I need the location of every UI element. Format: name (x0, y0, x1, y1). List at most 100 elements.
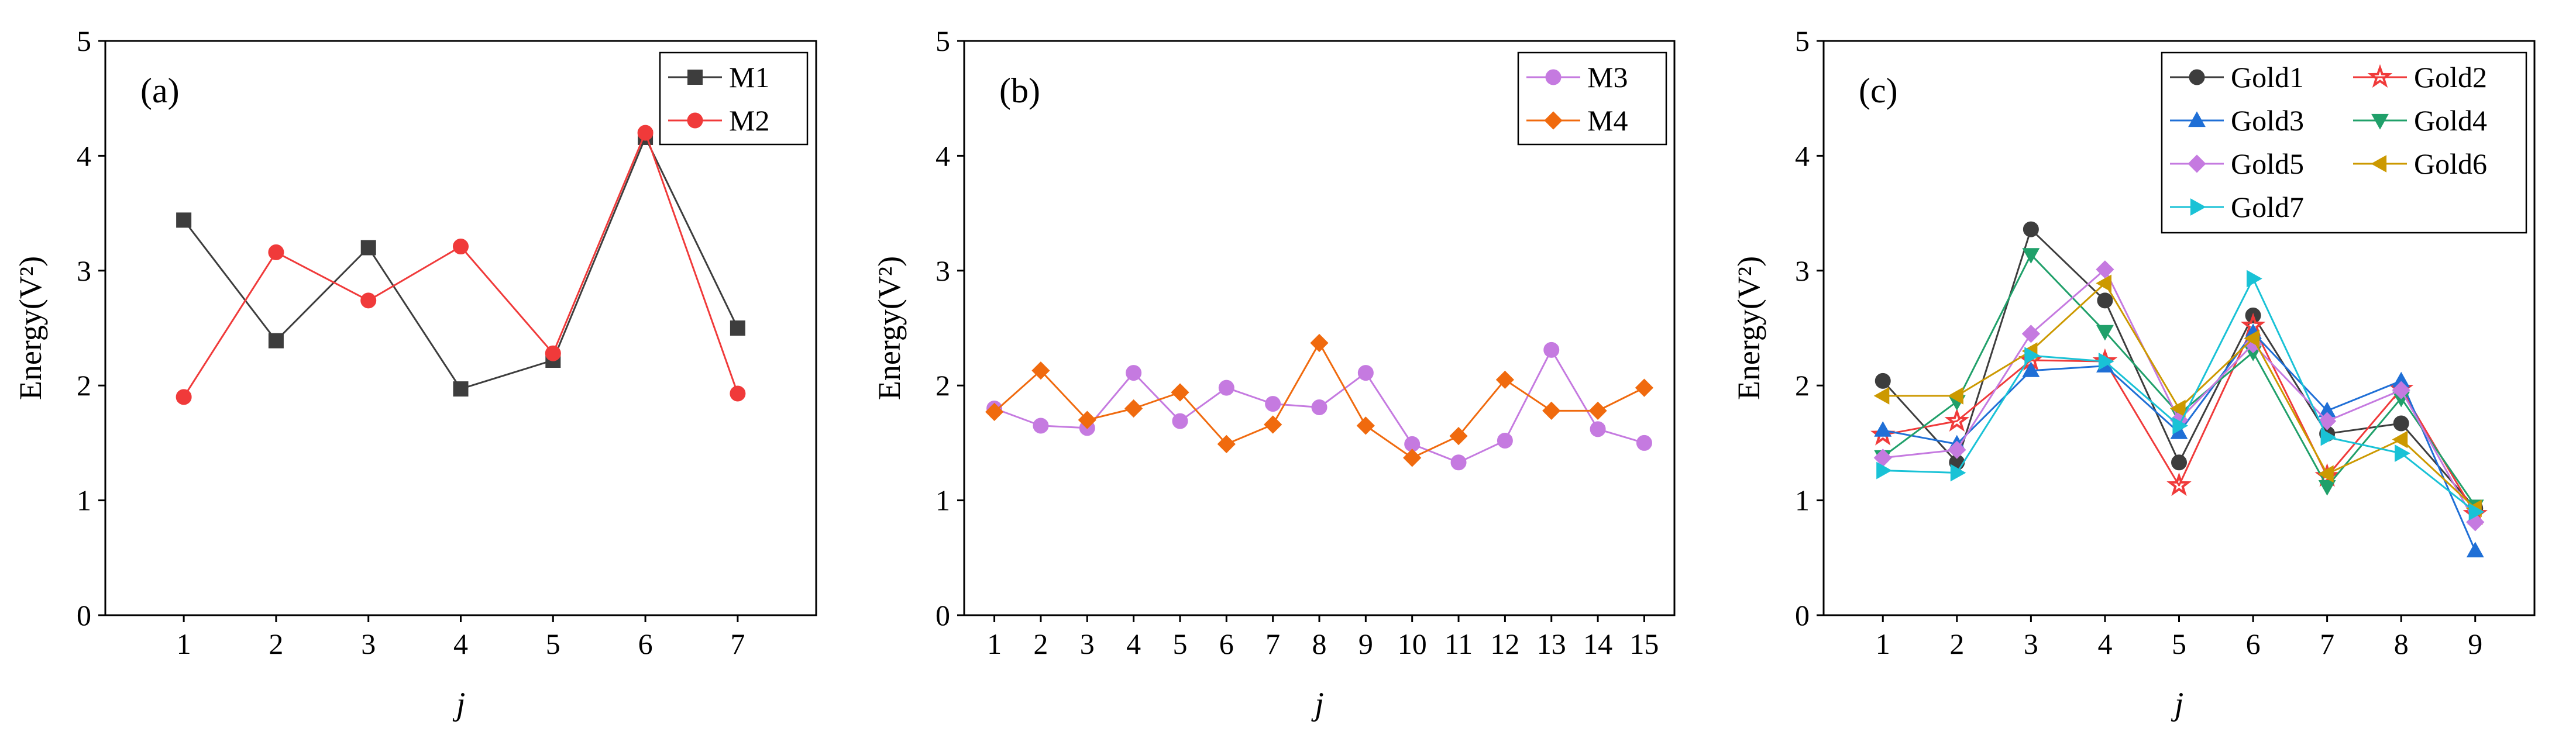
legend-label: Gold3 (2231, 104, 2304, 137)
data-point (1218, 380, 1234, 396)
y-tick-label: 5 (1795, 25, 1810, 57)
y-tick-label: 1 (936, 484, 950, 517)
data-point (1948, 440, 1966, 459)
legend-marker (2371, 113, 2389, 130)
legend-marker (2188, 111, 2206, 127)
data-point (2320, 428, 2337, 446)
data-point (1874, 421, 1892, 437)
data-point (1033, 418, 1049, 434)
data-point (453, 381, 469, 397)
data-point (453, 239, 469, 255)
x-axis-title: j (453, 686, 466, 722)
data-point (1172, 413, 1188, 429)
series-m3 (986, 342, 1652, 471)
legend-label: Gold5 (2231, 147, 2304, 180)
legend-marker (2190, 198, 2206, 216)
legend-marker (2371, 155, 2387, 173)
legend-label: Gold6 (2414, 147, 2487, 180)
data-point (2392, 391, 2410, 408)
x-tick-label: 6 (1219, 627, 1234, 660)
x-tick-label: 7 (730, 627, 745, 660)
data-point (268, 333, 284, 349)
series-m2 (176, 125, 746, 405)
legend-label: Gold4 (2414, 104, 2487, 137)
data-point (1948, 387, 1963, 405)
data-point (1356, 416, 1375, 435)
data-point (360, 240, 376, 256)
data-point (1126, 365, 1142, 381)
y-tick-label: 5 (77, 25, 91, 57)
panel-label: (b) (999, 71, 1040, 110)
x-tick-label: 11 (1445, 627, 1473, 660)
y-tick-label: 1 (77, 484, 91, 517)
x-tick-label: 9 (1358, 627, 1373, 660)
data-point (2392, 381, 2410, 399)
legend-marker (687, 70, 703, 85)
data-point (2318, 480, 2336, 496)
data-point (1264, 415, 1282, 434)
x-tick-label: 5 (546, 627, 560, 660)
legend-box (1517, 51, 1667, 146)
x-tick-label: 2 (1949, 627, 1964, 660)
y-tick-label: 2 (936, 369, 950, 402)
legend-marker (2188, 154, 2206, 173)
legend-label: M3 (1587, 61, 1628, 94)
data-point (1078, 411, 1096, 429)
series-line (183, 136, 739, 390)
data-point (2022, 248, 2040, 264)
data-point (2392, 430, 2408, 449)
data-point (2024, 347, 2040, 365)
data-point (2466, 542, 2484, 558)
data-point (2171, 454, 2187, 471)
series-m4 (985, 333, 1653, 467)
data-point (1217, 434, 1236, 453)
data-point (2096, 260, 2114, 279)
data-point (2170, 423, 2188, 439)
legend: Gold1 Gold2 Gold3 Gold4 Gold5 Gold6 Gold7 (2161, 51, 2527, 234)
x-tick-label: 13 (1537, 627, 1566, 660)
panel-label: (c) (1859, 71, 1898, 110)
data-point (2466, 513, 2485, 532)
y-tick-label: 2 (77, 369, 91, 402)
data-point (2023, 221, 2039, 237)
x-tick-label: 4 (1126, 627, 1141, 660)
data-point (2096, 274, 2111, 292)
legend-label: Gold7 (2231, 191, 2304, 223)
data-point (1875, 373, 1891, 389)
data-point (1543, 342, 1560, 358)
x-tick-label: 8 (2394, 627, 2409, 660)
legend-box (2161, 51, 2527, 234)
x-tick-label: 15 (1629, 627, 1659, 660)
series-gold5 (1873, 260, 2485, 532)
legend-marker (1544, 111, 1563, 130)
x-tick-label: 7 (1265, 627, 1280, 660)
data-point (2318, 412, 2337, 430)
data-point (268, 244, 284, 260)
legend-marker (1545, 69, 1562, 85)
data-point (1357, 365, 1374, 381)
data-point (2096, 325, 2114, 341)
legend-box (659, 51, 809, 146)
data-point (1449, 427, 1468, 446)
x-tick-label: 1 (1876, 627, 1890, 660)
data-point (1876, 461, 1892, 480)
x-tick-label: 1 (177, 627, 191, 660)
x-tick-label: 5 (2172, 627, 2186, 660)
y-tick-label: 3 (936, 254, 950, 287)
data-point (2021, 325, 2040, 343)
legend-label: M1 (729, 61, 769, 94)
data-point (1950, 464, 1966, 482)
y-axis-title: Energy(V²) (13, 256, 48, 400)
data-point (1497, 432, 1513, 449)
legend-label: M2 (729, 104, 769, 137)
data-point (2395, 444, 2410, 462)
data-point (985, 402, 1004, 421)
data-point (176, 389, 192, 405)
x-tick-label: 14 (1583, 627, 1612, 660)
data-point (730, 385, 746, 402)
legend-label: Gold2 (2414, 61, 2487, 94)
